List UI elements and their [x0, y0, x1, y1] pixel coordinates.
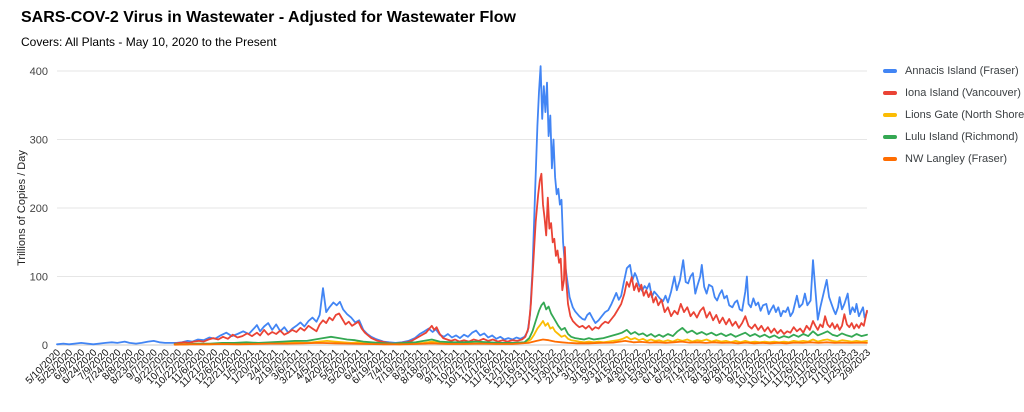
y-axis-title: Trillions of Copies / Day [16, 150, 28, 266]
legend-swatch-icon [883, 112, 897, 117]
legend-label: Iona Island (Vancouver) [905, 86, 1021, 99]
legend-swatch-icon [883, 156, 897, 161]
legend-label: Lulu Island (Richmond) [905, 130, 1019, 143]
legend-item-lions-gate-north-shore: Lions Gate (North Shore) [883, 108, 1024, 121]
series-line-nw-langley-fraser [173, 338, 868, 346]
legend-item-nw-langley-fraser: NW Langley (Fraser) [883, 152, 1024, 165]
chart-title: SARS-COV-2 Virus in Wastewater - Adjuste… [21, 9, 516, 26]
legend-item-lulu-island-richmond: Lulu Island (Richmond) [883, 130, 1024, 143]
chart-subtitle: Covers: All Plants - May 10, 2020 to the… [21, 35, 277, 49]
legend-label: Lions Gate (North Shore) [905, 108, 1024, 121]
legend-item-annacis-island-fraser: Annacis Island (Fraser) [883, 64, 1024, 77]
legend-label: Annacis Island (Fraser) [905, 64, 1019, 77]
y-tick-label: 200 [30, 203, 48, 215]
legend-swatch-icon [883, 134, 897, 139]
legend-item-iona-island-vancouver: Iona Island (Vancouver) [883, 86, 1024, 99]
y-tick-label: 400 [30, 66, 48, 78]
legend-label: NW Langley (Fraser) [905, 152, 1008, 165]
series-line-iona-island-vancouver [173, 172, 868, 345]
series-line-annacis-island-fraser [56, 65, 868, 346]
legend-swatch-icon [883, 68, 897, 73]
legend: Annacis Island (Fraser) Iona Island (Vanc… [883, 64, 1024, 174]
series-line-lulu-island-richmond [173, 301, 868, 346]
y-tick-label: 0 [42, 340, 48, 352]
legend-swatch-icon [883, 90, 897, 95]
y-tick-label: 100 [30, 272, 48, 284]
y-tick-label: 300 [30, 135, 48, 147]
